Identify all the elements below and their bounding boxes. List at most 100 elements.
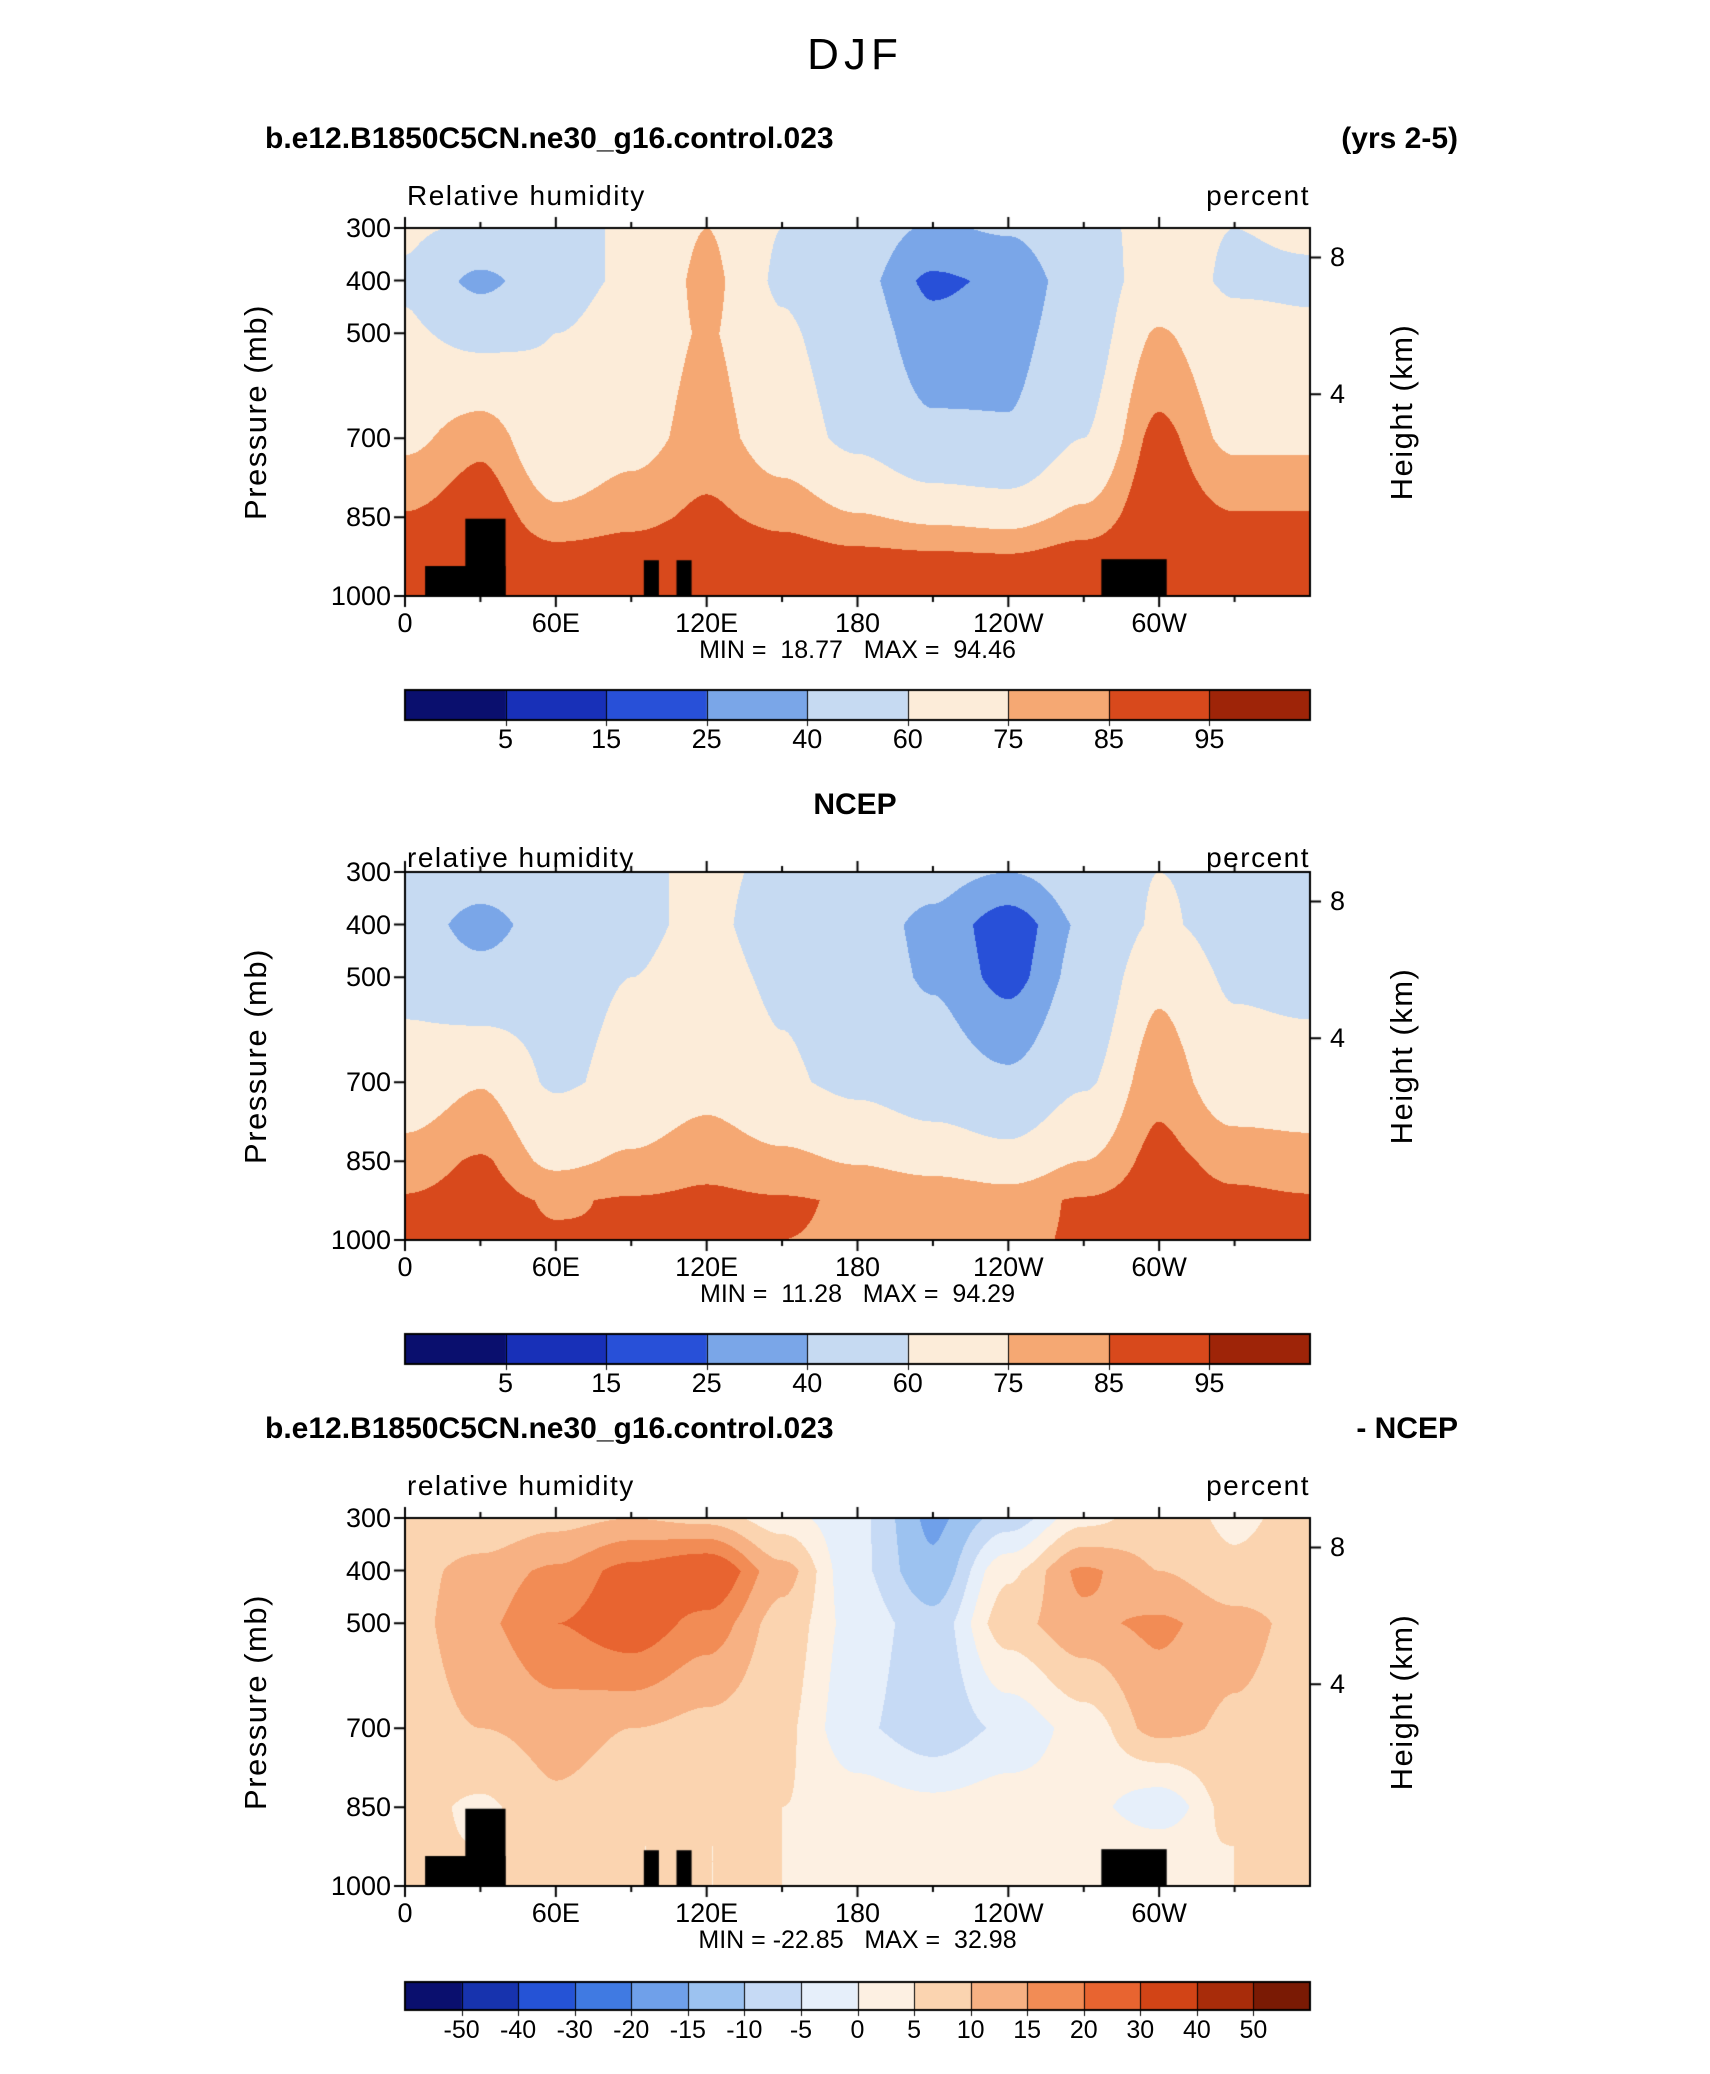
colorbar-tick-label: 60	[892, 1368, 923, 1398]
colorbar-tick-label: 5	[498, 724, 514, 754]
colorbar-tick-label: 75	[993, 1368, 1024, 1398]
minus-ncep-label: - NCEP	[1356, 1412, 1458, 1445]
height-tick-label: 8	[1330, 242, 1346, 273]
pressure-tick-label: 700	[345, 1713, 391, 1744]
longitude-tick-label: 120E	[675, 1252, 739, 1282]
figure-title: DJF	[807, 30, 903, 79]
longitude-tick-label: 0	[397, 608, 413, 638]
pressure-tick-label: 400	[345, 265, 391, 296]
colorbar-tick-label: -5	[789, 2016, 813, 2044]
panel-model-minus-ncep: b.e12.B1850C5CN.ne30_g16.control.023 - N…	[0, 1412, 1710, 2074]
longitude-tick-label: 120E	[675, 608, 739, 638]
longitude-tick-label: 180	[834, 1898, 881, 1928]
colorbar-tick-label: 95	[1194, 1368, 1225, 1398]
units-label: percent	[1206, 1470, 1310, 1501]
colorbar-tick-label: 60	[892, 724, 923, 754]
longitude-tick-label: 60W	[1131, 1898, 1187, 1928]
field-label: relative humidity	[407, 1470, 635, 1501]
pressure-tick-label: 1000	[330, 1225, 391, 1255]
longitude-tick-label: 120E	[675, 1898, 739, 1928]
colorbar-tick-label: 15	[1013, 2016, 1042, 2044]
longitude-tick-label: 60E	[531, 1252, 580, 1282]
pressure-tick-label: 850	[345, 502, 391, 533]
colorbar-model	[401, 688, 1314, 730]
longitude-tick-label: 60E	[531, 608, 580, 638]
minmax-stats: MIN = 11.28 MAX = 94.29	[700, 1280, 1015, 1308]
panel-ncep: NCEP relative humidity percent Pressure …	[0, 788, 1710, 1438]
colorbar-tick-label: 20	[1069, 2016, 1098, 2044]
colorbar-ncep	[401, 1332, 1314, 1374]
longitude-tick-label: 180	[834, 608, 881, 638]
colorbar-tick-label: 5	[907, 2016, 922, 2044]
height-axis-title: Height (km)	[1384, 967, 1419, 1145]
longitude-tick-label: 0	[397, 1252, 413, 1282]
colorbar-tick-label: 50	[1239, 2016, 1268, 2044]
pressure-tick-label: 500	[345, 1608, 391, 1639]
colorbar-tick-label: 25	[691, 1368, 722, 1398]
pressure-tick-label: 400	[345, 1555, 391, 1586]
pressure-tick-label: 700	[345, 423, 391, 454]
colorbar-tick-label: 85	[1093, 1368, 1124, 1398]
height-tick-label: 4	[1330, 379, 1346, 410]
pressure-tick-label: 850	[345, 1792, 391, 1823]
model-run-title: b.e12.B1850C5CN.ne30_g16.control.023	[265, 1412, 834, 1445]
height-tick-label: 8	[1330, 886, 1346, 917]
longitude-tick-label: 120W	[973, 608, 1044, 638]
model-run-title: b.e12.B1850C5CN.ne30_g16.control.023	[265, 122, 834, 155]
colorbar-tick-label: 15	[591, 1368, 622, 1398]
pressure-tick-label: 1000	[330, 581, 391, 611]
pressure-tick-label: 850	[345, 1146, 391, 1177]
contour-plot-model-minus-ncep	[389, 1502, 1326, 1902]
colorbar-tick-label: 5	[498, 1368, 514, 1398]
colorbar-tick-label: 30	[1126, 2016, 1155, 2044]
years-label: (yrs 2-5)	[1341, 122, 1458, 155]
height-tick-label: 8	[1330, 1532, 1346, 1563]
colorbar-tick-label: 40	[792, 724, 823, 754]
colorbar-tick-label: -10	[726, 2016, 763, 2044]
colorbar-tick-label: -50	[443, 2016, 480, 2044]
colorbar-tick-label: 75	[993, 724, 1024, 754]
height-tick-label: 4	[1330, 1023, 1346, 1054]
pressure-axis-title: Pressure (mb)	[238, 304, 273, 520]
longitude-tick-label: 120W	[973, 1252, 1044, 1282]
height-axis-title: Height (km)	[1384, 323, 1419, 501]
longitude-tick-label: 60E	[531, 1898, 580, 1928]
pressure-axis-title: Pressure (mb)	[238, 948, 273, 1164]
minmax-stats: MIN = -22.85 MAX = 32.98	[698, 1926, 1017, 1954]
height-axis-title: Height (km)	[1384, 1613, 1419, 1791]
colorbar-tick-label: 95	[1194, 724, 1225, 754]
longitude-tick-label: 0	[397, 1898, 413, 1928]
ncep-title: NCEP	[813, 788, 897, 821]
colorbar-model-minus-ncep	[401, 1980, 1314, 2022]
colorbar-tick-label: -40	[500, 2016, 537, 2044]
colorbar-tick-label: 0	[850, 2016, 865, 2044]
colorbar-tick-label: 85	[1093, 724, 1124, 754]
colorbar-tick-label: -30	[556, 2016, 593, 2044]
panel-model: b.e12.B1850C5CN.ne30_g16.control.023 (yr…	[0, 122, 1710, 802]
colorbar-tick-label: -20	[613, 2016, 650, 2044]
pressure-tick-label: 500	[345, 962, 391, 993]
colorbar-tick-label: 25	[691, 724, 722, 754]
longitude-tick-label: 180	[834, 1252, 881, 1282]
units-label: percent	[1206, 180, 1310, 211]
pressure-tick-label: 300	[345, 1503, 391, 1533]
colorbar-tick-label: -15	[669, 2016, 706, 2044]
pressure-tick-label: 500	[345, 318, 391, 349]
height-tick-label: 4	[1330, 1669, 1346, 1700]
pressure-tick-label: 700	[345, 1067, 391, 1098]
pressure-tick-label: 1000	[330, 1871, 391, 1901]
longitude-tick-label: 120W	[973, 1898, 1044, 1928]
pressure-axis-title: Pressure (mb)	[238, 1594, 273, 1810]
colorbar-tick-label: 10	[956, 2016, 985, 2044]
colorbar-tick-label: 40	[1182, 2016, 1211, 2044]
longitude-tick-label: 60W	[1131, 1252, 1187, 1282]
colorbar-tick-label: 15	[591, 724, 622, 754]
colorbar-tick-label: 40	[792, 1368, 823, 1398]
pressure-tick-label: 400	[345, 909, 391, 940]
pressure-tick-label: 300	[345, 857, 391, 887]
contour-plot-ncep	[389, 856, 1326, 1256]
field-label: Relative humidity	[407, 180, 646, 211]
longitude-tick-label: 60W	[1131, 608, 1187, 638]
minmax-stats: MIN = 18.77 MAX = 94.46	[699, 636, 1016, 664]
